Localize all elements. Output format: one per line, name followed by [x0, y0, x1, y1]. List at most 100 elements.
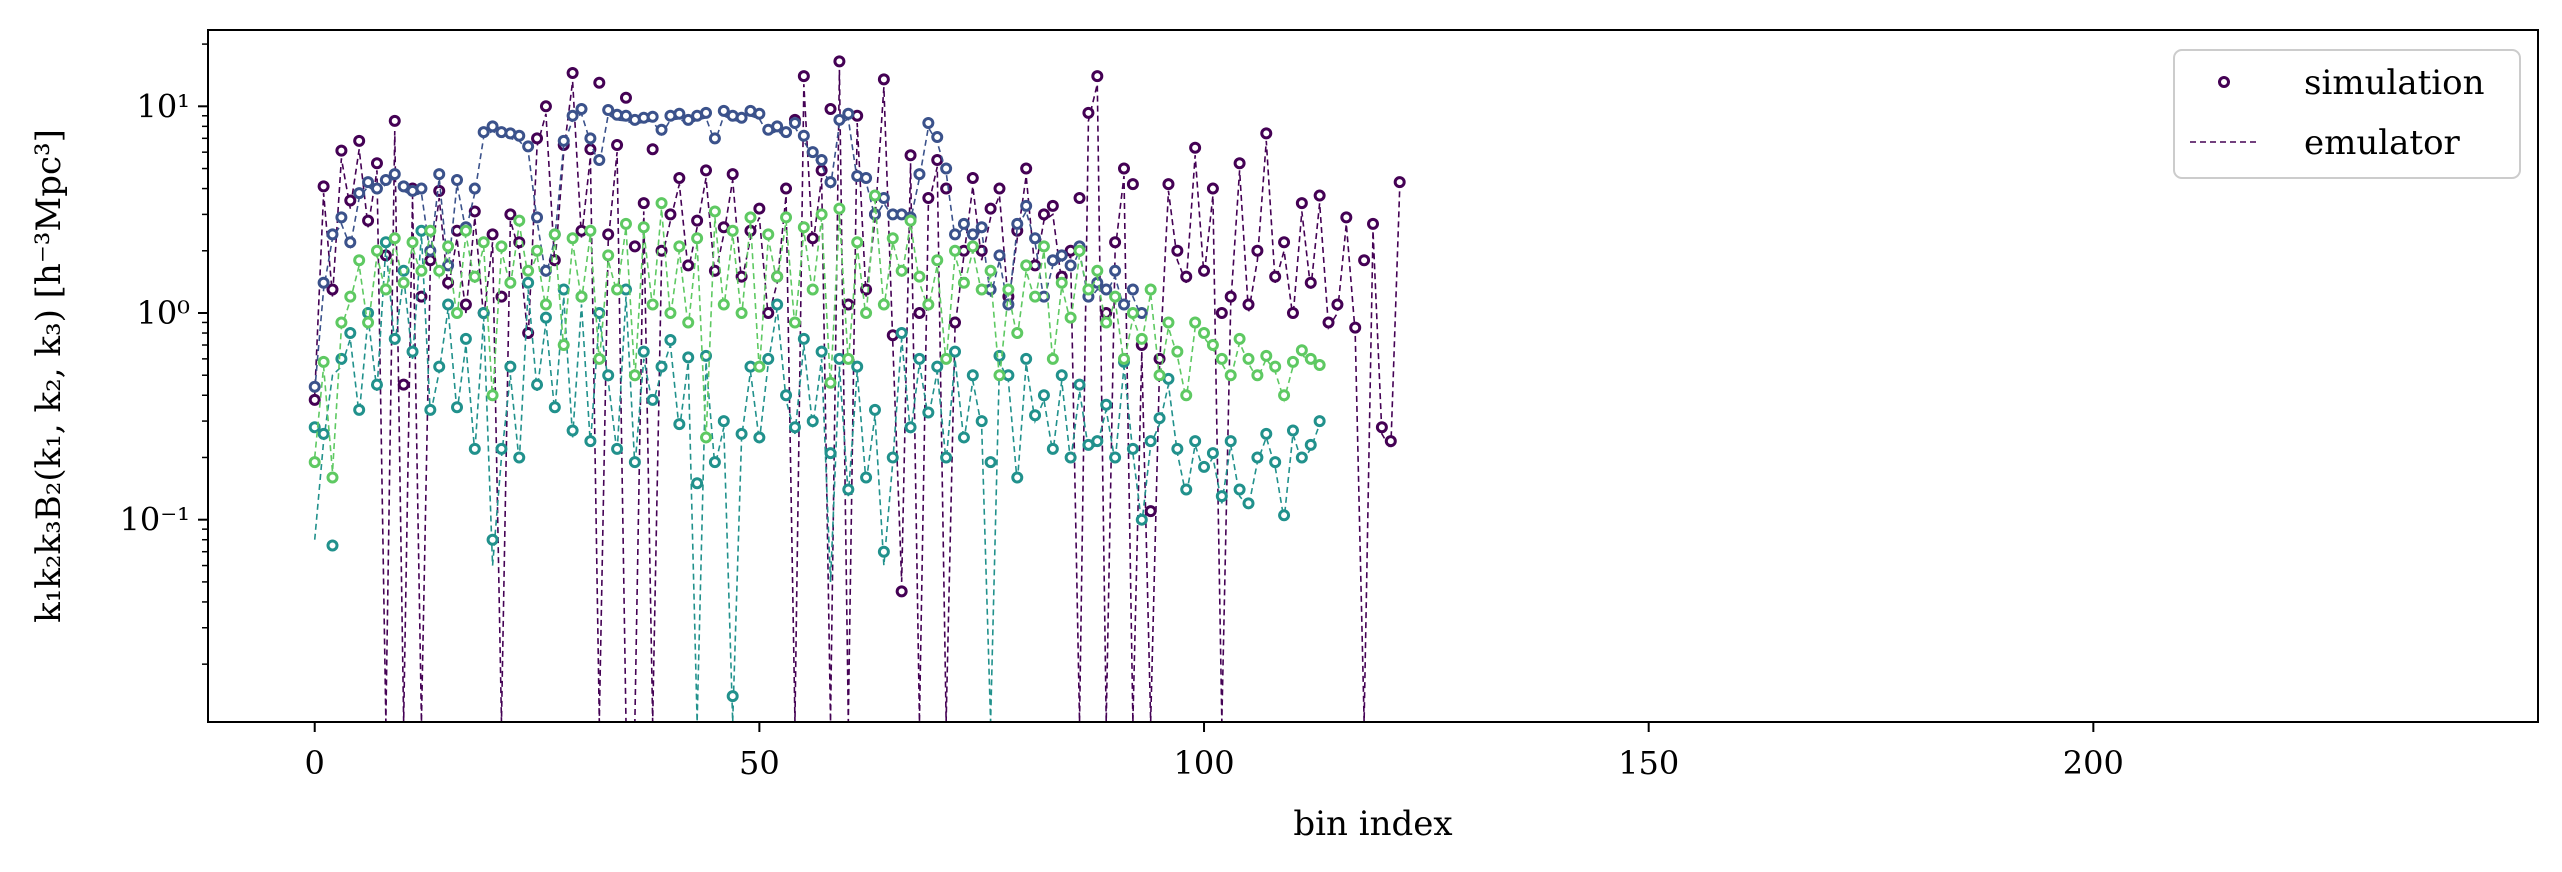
simulation-point	[682, 351, 695, 364]
simulation-point	[504, 208, 517, 221]
simulation-point	[931, 360, 944, 373]
simulation-point	[1037, 208, 1050, 221]
simulation-point	[1198, 264, 1211, 277]
simulation-point	[317, 355, 330, 368]
simulation-point	[833, 113, 846, 126]
simulation-point	[762, 352, 775, 365]
simulation-point	[637, 345, 650, 358]
simulation-point	[1375, 421, 1388, 434]
y-axis-label: k₁k₂k₃B₂(k₁, k₂, k₃) [h⁻³Mpc³]	[29, 129, 69, 623]
simulation-point	[433, 168, 446, 181]
simulation-point	[1242, 497, 1255, 510]
simulation-point	[842, 483, 855, 496]
simulation-point	[504, 276, 517, 289]
simulation-point	[1011, 217, 1024, 230]
simulation-point	[691, 477, 704, 490]
simulation-point	[326, 228, 339, 241]
simulation-point	[1251, 244, 1264, 257]
simulation-point	[468, 270, 481, 283]
simulation-point	[940, 182, 953, 195]
simulation-point	[1029, 290, 1042, 303]
simulation-point	[833, 55, 846, 68]
simulation-point	[1100, 398, 1113, 411]
simulation-point	[1046, 352, 1059, 365]
series-0	[308, 55, 1406, 722]
simulation-point	[344, 327, 357, 340]
simulation-point	[726, 168, 739, 181]
simulation-point	[913, 270, 926, 283]
simulation-point	[1011, 471, 1024, 484]
simulation-point	[1269, 456, 1282, 469]
simulation-point	[1091, 70, 1104, 83]
simulation-point	[913, 307, 926, 319]
simulation-point	[548, 401, 561, 414]
simulation-point	[344, 194, 357, 207]
simulation-point	[815, 164, 828, 177]
simulation-point	[913, 352, 926, 365]
simulation-point	[806, 232, 819, 245]
simulation-point	[406, 236, 419, 249]
simulation-point	[486, 228, 499, 241]
simulation-point	[1055, 276, 1068, 289]
simulation-point	[531, 244, 544, 257]
simulation-point	[824, 103, 837, 116]
simulation-point	[1295, 451, 1308, 464]
simulation-point	[486, 533, 499, 546]
simulation-point	[708, 264, 721, 277]
simulation-point	[1331, 298, 1344, 311]
simulation-point	[1251, 451, 1264, 464]
simulation-point	[308, 380, 321, 393]
simulation-point	[771, 298, 784, 311]
simulation-point	[593, 76, 606, 89]
simulation-point	[655, 197, 668, 210]
simulation-point	[637, 221, 650, 234]
simulation-point	[1295, 344, 1308, 357]
simulation-point	[868, 403, 881, 416]
simulation-point	[806, 283, 819, 296]
simulation-point	[797, 129, 810, 142]
simulation-point	[691, 214, 704, 227]
y-tick-label: 10¹	[136, 87, 190, 125]
simulation-point	[957, 431, 970, 444]
simulation-point	[815, 208, 828, 221]
simulation-point	[433, 264, 446, 277]
simulation-point	[664, 334, 677, 347]
simulation-point	[1144, 505, 1157, 518]
simulation-point	[575, 103, 588, 116]
simulation-point	[1135, 513, 1148, 526]
simulation-point	[949, 316, 962, 329]
simulation-point	[1064, 259, 1077, 272]
simulation-point	[539, 100, 552, 113]
simulation-point	[584, 132, 597, 145]
simulation-point	[940, 352, 953, 365]
simulation-point	[1126, 178, 1139, 191]
simulation-point	[1340, 211, 1353, 224]
simulation-point	[1286, 355, 1299, 368]
simulation-point	[877, 545, 890, 558]
y-tick-label: 10⁰	[136, 294, 190, 332]
simulation-point	[1126, 307, 1139, 319]
simulation-point	[628, 240, 641, 253]
simulation-point	[611, 442, 624, 455]
simulation-point	[424, 403, 437, 416]
simulation-point	[1135, 332, 1148, 345]
simulation-point	[1233, 332, 1246, 345]
simulation-point	[1162, 178, 1175, 191]
simulation-point	[966, 369, 979, 382]
simulation-point	[708, 456, 721, 469]
simulation-point	[424, 244, 437, 257]
simulation-point	[308, 393, 321, 406]
simulation-point	[531, 211, 544, 224]
simulation-point	[735, 111, 748, 124]
simulation-point	[495, 442, 508, 455]
simulation-point	[771, 270, 784, 283]
simulation-point	[459, 332, 472, 345]
simulation-point	[1242, 298, 1255, 311]
simulation-point	[993, 369, 1006, 382]
simulation-point	[1260, 127, 1273, 140]
simulation-point	[682, 316, 695, 329]
simulation-point	[993, 182, 1006, 195]
simulation-point	[931, 153, 944, 166]
simulation-point	[335, 352, 348, 365]
